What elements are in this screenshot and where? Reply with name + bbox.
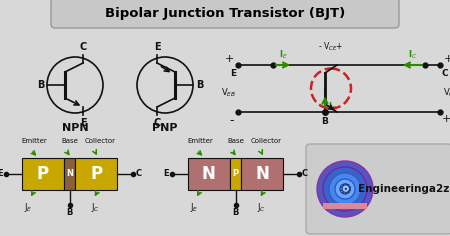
Bar <box>241 158 283 190</box>
Text: E: E <box>230 69 236 78</box>
Text: C: C <box>153 118 161 128</box>
Text: B: B <box>66 208 73 217</box>
Text: I$_C$: I$_C$ <box>408 49 418 61</box>
Text: Emitter: Emitter <box>188 138 213 144</box>
Text: +: + <box>225 54 234 64</box>
Circle shape <box>335 179 355 199</box>
Circle shape <box>340 184 350 194</box>
Text: C: C <box>442 69 449 78</box>
Text: C: C <box>136 169 142 178</box>
Text: N: N <box>202 165 216 183</box>
Text: C: C <box>302 169 308 178</box>
Text: Collector: Collector <box>251 138 282 144</box>
Bar <box>64 158 75 190</box>
Text: J$_C$: J$_C$ <box>91 201 100 214</box>
Bar <box>22 158 64 190</box>
Text: E: E <box>80 118 86 128</box>
Text: P: P <box>37 165 49 183</box>
Text: - V$_{CE}$+: - V$_{CE}$+ <box>318 41 344 53</box>
Text: +: + <box>442 114 450 124</box>
Text: E: E <box>154 42 160 52</box>
Bar <box>230 158 241 190</box>
Text: B: B <box>322 117 328 126</box>
Text: I$_E$: I$_E$ <box>279 49 288 61</box>
Text: Base: Base <box>61 138 78 144</box>
Text: Engineeringa2z: Engineeringa2z <box>358 184 450 194</box>
Text: V$_{EB}$: V$_{EB}$ <box>221 86 236 99</box>
Text: N: N <box>255 165 269 183</box>
Text: Bipolar Junction Transistor (BJT): Bipolar Junction Transistor (BJT) <box>105 7 345 20</box>
Text: N: N <box>66 169 73 178</box>
Text: -: - <box>230 114 234 127</box>
Text: B: B <box>232 208 239 217</box>
Circle shape <box>329 173 361 205</box>
Text: ⚙: ⚙ <box>338 181 352 197</box>
Text: Base: Base <box>227 138 244 144</box>
Text: E: E <box>163 169 169 178</box>
Text: P: P <box>233 169 238 178</box>
Bar <box>188 158 230 190</box>
Text: P: P <box>90 165 102 183</box>
Text: +: + <box>444 54 450 64</box>
Text: E: E <box>0 169 3 178</box>
Bar <box>75 158 117 190</box>
Text: PNP: PNP <box>152 123 178 133</box>
Bar <box>323 203 367 209</box>
FancyBboxPatch shape <box>306 144 450 234</box>
Text: Emitter: Emitter <box>22 138 47 144</box>
Text: C: C <box>79 42 86 52</box>
Text: B: B <box>36 80 44 90</box>
Circle shape <box>317 161 373 217</box>
Text: V$_{CB}$: V$_{CB}$ <box>443 86 450 99</box>
Text: Collector: Collector <box>85 138 116 144</box>
Text: B: B <box>196 80 203 90</box>
Circle shape <box>323 167 367 211</box>
Text: I$_B$: I$_B$ <box>328 101 337 113</box>
Text: J$_E$: J$_E$ <box>190 201 199 214</box>
FancyBboxPatch shape <box>51 0 399 28</box>
Text: J$_C$: J$_C$ <box>257 201 266 214</box>
Text: NPN: NPN <box>62 123 88 133</box>
Text: J$_E$: J$_E$ <box>24 201 33 214</box>
